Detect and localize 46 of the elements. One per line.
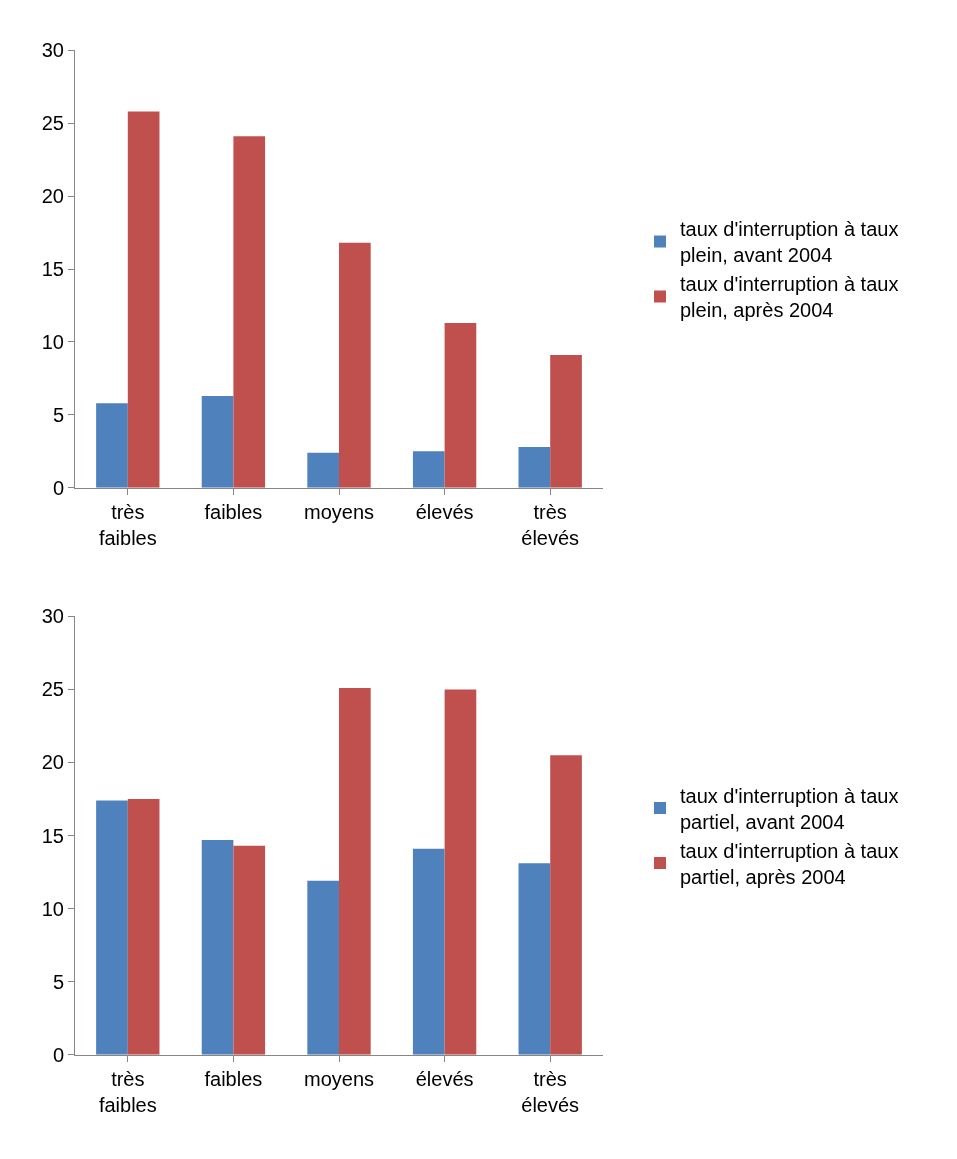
x-tick-label: très faibles: [98, 500, 157, 549]
x-tick-label: faibles: [204, 1067, 263, 1090]
x-tick-label: très élevés: [521, 500, 580, 549]
bar: [96, 403, 128, 488]
bar: [233, 845, 266, 1055]
y-tick-label: 5: [52, 403, 64, 426]
bar: [412, 451, 445, 488]
y-tick-label: 15: [41, 824, 64, 847]
bar: [412, 848, 445, 1055]
bar: [444, 689, 477, 1055]
bar: [233, 136, 266, 488]
bar: [339, 242, 371, 488]
bar: [201, 395, 234, 488]
bar: [339, 687, 371, 1055]
x-tick-label: moyens: [303, 1067, 375, 1090]
x-tick-label: très élevés: [521, 1067, 580, 1116]
bar: [518, 446, 551, 488]
y-tick-label: 10: [41, 330, 64, 353]
bar: [307, 880, 339, 1055]
x-tick-label: moyens: [303, 500, 375, 523]
y-tick-label: 20: [41, 185, 64, 208]
y-tick-label: 0: [52, 1043, 64, 1066]
bar: [96, 800, 128, 1055]
y-tick-label: 0: [52, 476, 64, 499]
y-tick-label: 30: [41, 39, 64, 62]
bar: [127, 111, 160, 488]
bar: [127, 799, 160, 1055]
y-tick-label: 15: [41, 258, 64, 281]
legend-label: taux d'interruption à taux plein, après 2004: [680, 273, 899, 322]
y-tick-label: 30: [41, 605, 64, 628]
bar: [201, 839, 234, 1055]
bar: [550, 355, 582, 488]
y-tick-label: 25: [41, 112, 64, 135]
x-tick-label: faibles: [204, 500, 263, 523]
y-tick-label: 25: [41, 678, 64, 701]
x-tick-label: élevés: [415, 500, 474, 523]
y-tick-label: 20: [41, 751, 64, 774]
bar: [550, 755, 582, 1055]
y-tick-label: 10: [41, 897, 64, 920]
x-tick-label: élevés: [415, 1067, 474, 1090]
bar: [444, 322, 477, 488]
bar: [518, 863, 551, 1055]
bar: [307, 452, 339, 488]
y-tick-label: 5: [52, 970, 64, 993]
x-tick-label: très faibles: [98, 1067, 157, 1116]
legend-label: taux d'interruption à taux partiel, après 2004: [680, 839, 899, 888]
